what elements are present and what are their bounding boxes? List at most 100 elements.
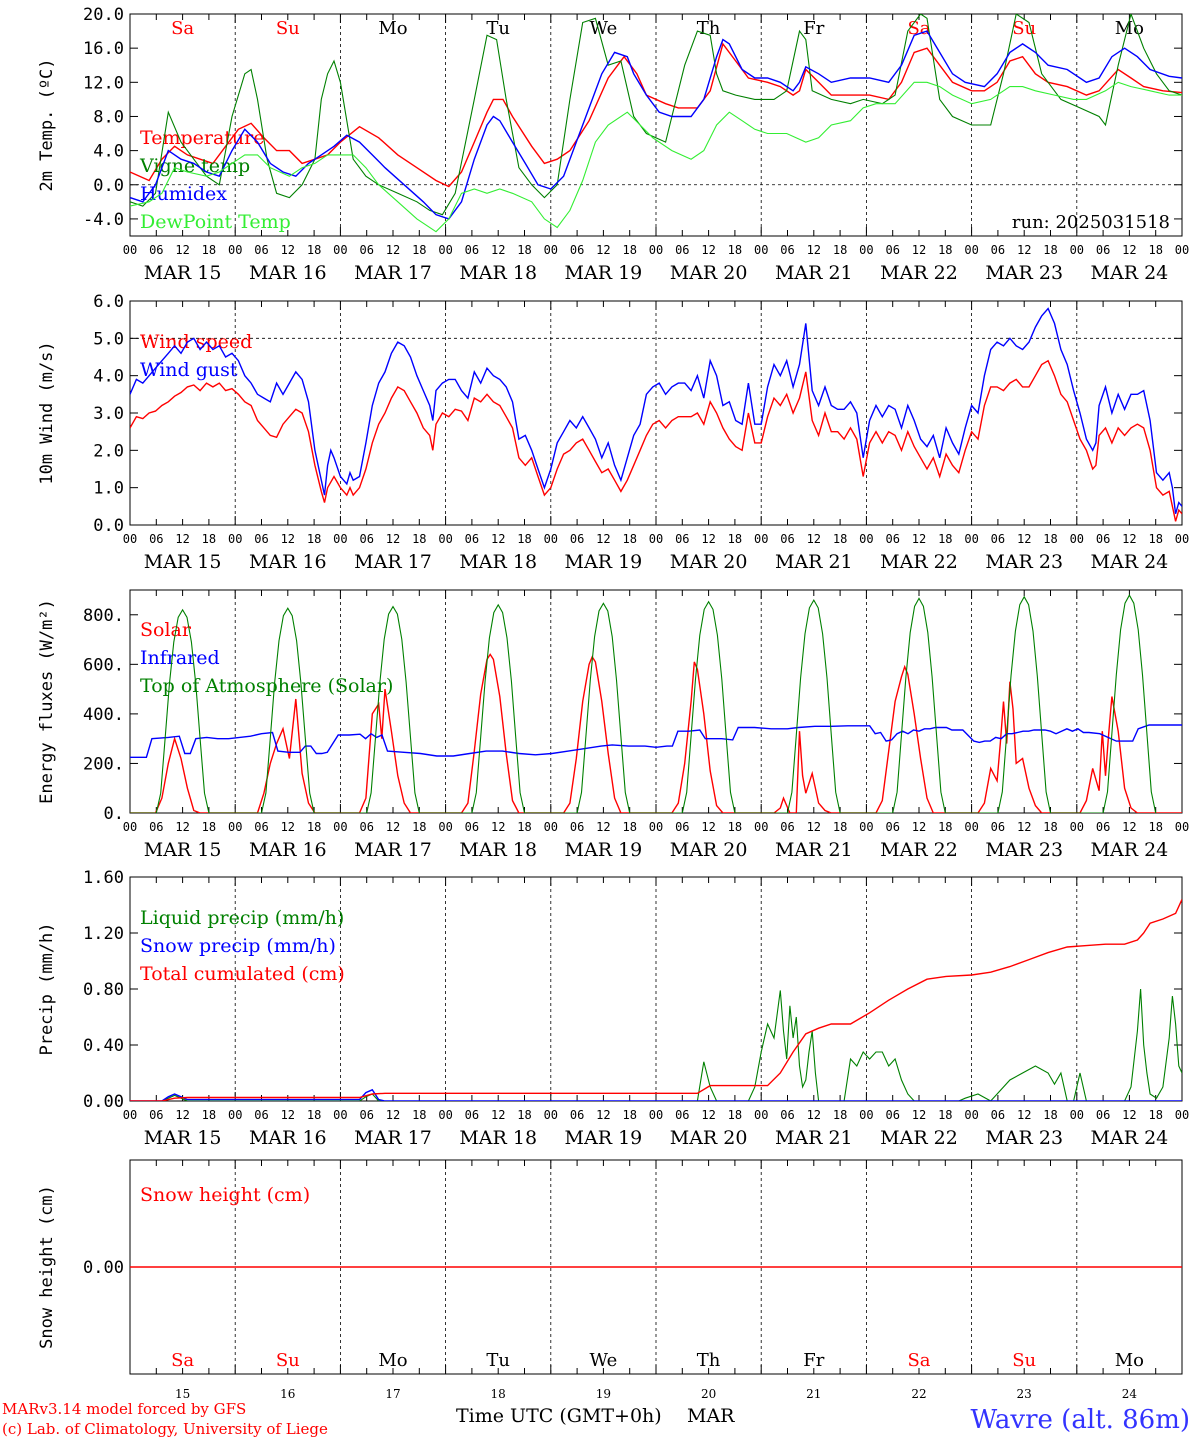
- hour-tick-label: 12: [596, 820, 610, 834]
- hour-tick-label: 18: [412, 532, 426, 546]
- hour-tick-label: 12: [281, 1108, 295, 1122]
- weekday-label: Sa: [171, 1350, 194, 1371]
- hour-tick-label: 12: [807, 243, 821, 257]
- series-total-cumulated-cm-: [130, 899, 1182, 1101]
- hour-tick-label: 12: [386, 532, 400, 546]
- weekday-label: Tu: [486, 1350, 510, 1371]
- hour-tick-label: 00: [859, 243, 873, 257]
- hour-tick-label: 12: [1017, 820, 1031, 834]
- hour-tick-label: 18: [412, 1108, 426, 1122]
- hour-tick-label: 18: [622, 820, 636, 834]
- hour-tick-label: 00: [544, 243, 558, 257]
- y-tick-label: 0.40: [83, 1036, 124, 1056]
- panel-temp: -4.0 0.0 4.0 8.0 12.0 16.0 20.0 2m Temp. (ºC) 00…: [37, 5, 1189, 284]
- date-label: MAR 22: [880, 262, 958, 284]
- hour-tick-label: 18: [517, 243, 531, 257]
- hour-tick-label: 12: [1122, 1108, 1136, 1122]
- hour-tick-label: 06: [885, 532, 899, 546]
- date-label: MAR 16: [249, 839, 327, 861]
- date-label: MAR 20: [670, 839, 748, 861]
- hour-tick-label: 06: [780, 243, 794, 257]
- date-label: MAR 19: [565, 551, 643, 573]
- hour-tick-label: 00: [228, 243, 242, 257]
- hour-tick-label: 18: [412, 243, 426, 257]
- credit-line-1: MARv3.14 model forced by GFS: [2, 1400, 246, 1418]
- hour-tick-label: 00: [649, 532, 663, 546]
- hour-tick-label: 12: [175, 1108, 189, 1122]
- date-label: MAR 20: [670, 1127, 748, 1149]
- y-tick-label: 0.00: [83, 1092, 124, 1112]
- date-label: MAR 19: [565, 839, 643, 861]
- hour-tick-label: 00: [859, 532, 873, 546]
- hour-tick-label: 12: [1017, 532, 1031, 546]
- panel-wind: 0.0 1.0 2.0 3.0 4.0 5.0 6.0 10m Wind (m/s) 00 06 1…: [37, 292, 1189, 573]
- y-tick-label: 0.0: [93, 516, 124, 536]
- y-axis-label: Energy fluxes (W/m²): [37, 599, 57, 804]
- hour-tick-label: 18: [833, 532, 847, 546]
- hour-tick-label: 12: [386, 1108, 400, 1122]
- date-label: MAR 22: [880, 1127, 958, 1149]
- hour-tick-label: 00: [1070, 820, 1084, 834]
- y-tick-label: 1.60: [83, 868, 124, 888]
- series-wind-speed: [130, 359, 1182, 522]
- hour-tick-label: 06: [254, 1108, 268, 1122]
- hour-tick-label: 06: [570, 1108, 584, 1122]
- hour-tick-label: 06: [359, 532, 373, 546]
- hour-tick-label: 12: [175, 243, 189, 257]
- hour-tick-label: 06: [465, 820, 479, 834]
- hour-tick-label: 06: [359, 243, 373, 257]
- hour-tick-label: 12: [701, 1108, 715, 1122]
- hour-tick-label: 06: [991, 243, 1005, 257]
- date-label: MAR 17: [354, 551, 432, 573]
- hour-tick-label: 06: [359, 820, 373, 834]
- hour-tick-label: 06: [780, 820, 794, 834]
- panel-precip: 0.00 0.40 0.80 1.20 1.60 Precip (mm/h) 00 06 12 1…: [37, 868, 1189, 1149]
- hour-tick-label: 06: [254, 243, 268, 257]
- date-label: MAR 23: [985, 551, 1063, 573]
- hour-tick-label: 06: [149, 532, 163, 546]
- hour-tick-label: 12: [596, 532, 610, 546]
- hour-tick-label: 06: [675, 243, 689, 257]
- y-tick-label: 800.: [83, 606, 124, 626]
- hour-tick-label: 00: [333, 820, 347, 834]
- hour-tick-label: 00: [123, 820, 137, 834]
- y-axis-label: Snow height (cm): [37, 1185, 57, 1349]
- y-tick-label: 0.: [104, 804, 124, 824]
- hour-tick-label: 18: [412, 820, 426, 834]
- hour-tick-label: 12: [596, 1108, 610, 1122]
- legend-entry: Snow precip (mm/h): [140, 935, 336, 957]
- hour-tick-label: 06: [1096, 1108, 1110, 1122]
- hour-tick-label: 06: [885, 1108, 899, 1122]
- legend-entry: Vigne temp: [139, 155, 250, 177]
- date-label: MAR 22: [880, 839, 958, 861]
- y-tick-label: 12.0: [83, 73, 124, 93]
- weekday-label: Sa: [907, 1350, 930, 1371]
- date-label: MAR 22: [880, 551, 958, 573]
- date-label: MAR 19: [565, 262, 643, 284]
- hour-tick-label: 00: [1175, 820, 1189, 834]
- legend-entry: Solar: [140, 619, 192, 641]
- hour-tick-label: 00: [964, 820, 978, 834]
- hour-tick-label: 06: [149, 1108, 163, 1122]
- date-label: MAR 23: [985, 1127, 1063, 1149]
- station-label: Wavre (alt. 86m): [970, 1405, 1190, 1435]
- hour-tick-label: 12: [912, 1108, 926, 1122]
- weekday-label: Mo: [1115, 1350, 1144, 1371]
- hour-tick-label: 18: [622, 532, 636, 546]
- hour-tick-label: 00: [123, 532, 137, 546]
- hour-tick-label: 12: [281, 243, 295, 257]
- weekday-label: Su: [1012, 18, 1036, 39]
- hour-tick-label: 00: [1070, 1108, 1084, 1122]
- hour-tick-label: 06: [675, 1108, 689, 1122]
- hour-tick-label: 00: [228, 820, 242, 834]
- hour-tick-label: 00: [1175, 532, 1189, 546]
- hour-tick-label: 18: [1148, 820, 1162, 834]
- hour-tick-label: 00: [544, 532, 558, 546]
- hour-tick-label: 06: [149, 820, 163, 834]
- y-axis-label: 10m Wind (m/s): [37, 341, 57, 484]
- x-axis-month: MAR: [687, 1405, 735, 1427]
- hour-tick-label: 00: [438, 532, 452, 546]
- hour-tick-label: 18: [622, 243, 636, 257]
- hour-tick-label: 00: [649, 243, 663, 257]
